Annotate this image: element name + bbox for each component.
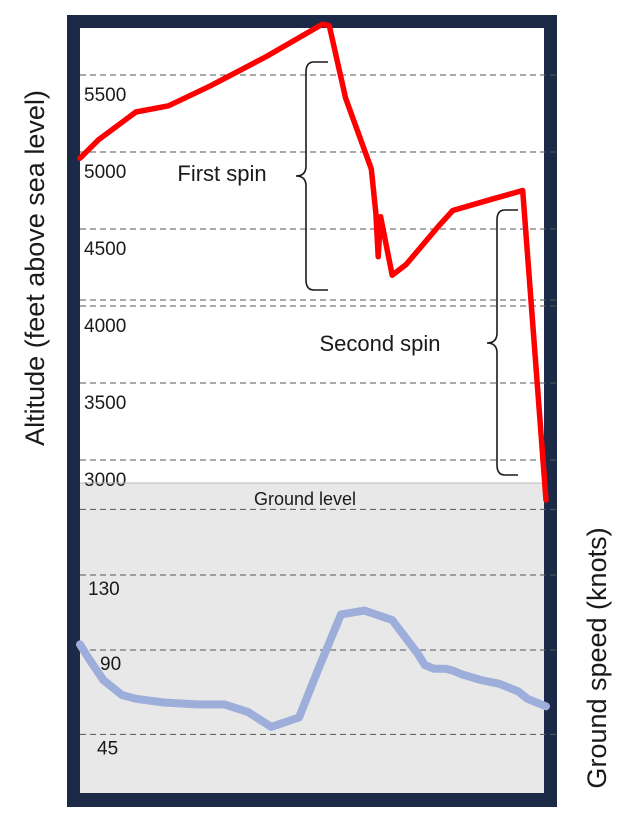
altitude-tick-label: 4500 <box>84 239 126 260</box>
speed-tick-label: 130 <box>88 579 120 600</box>
second-spin-label: Second spin <box>319 331 440 356</box>
altitude-tick-label: 3500 <box>84 393 126 414</box>
ground-speed-line <box>76 606 550 731</box>
speed-tick-label: 45 <box>97 738 118 759</box>
ground-panel <box>80 483 544 793</box>
altitude-line <box>77 21 549 503</box>
ground-level-label: Ground level <box>254 489 356 509</box>
second-spin-brace <box>486 209 518 476</box>
speed-axis-title: Ground speed (knots) <box>582 527 612 788</box>
altitude-tick-label: 4000 <box>84 316 126 337</box>
first-spin-brace <box>295 61 328 291</box>
altitude-axis-title: Altitude (feet above sea level) <box>20 90 50 446</box>
altitude-tick-label: 5500 <box>84 85 126 106</box>
altitude-tick-label: 5000 <box>84 162 126 183</box>
speed-tick-label: 90 <box>100 654 121 675</box>
altitude-panel <box>80 28 544 483</box>
altitude-tick-label: 3000 <box>84 470 126 491</box>
first-spin-label: First spin <box>177 161 266 186</box>
